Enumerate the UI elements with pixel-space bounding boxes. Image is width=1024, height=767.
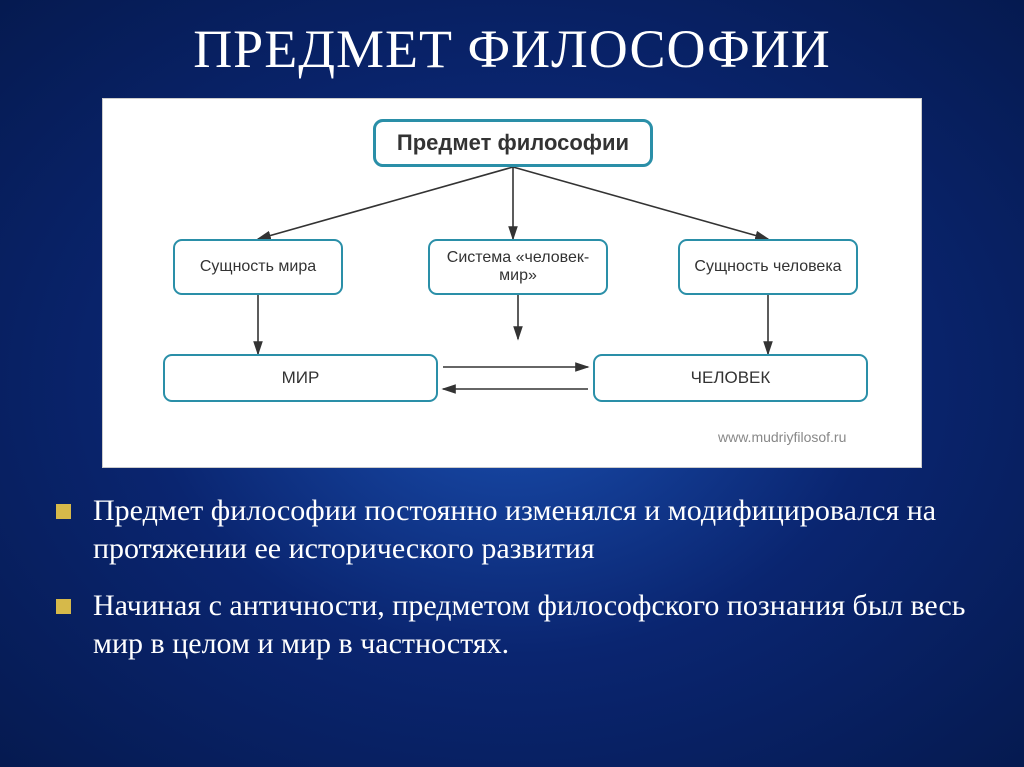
diagram-container: www.mudriyfilosof.ru Предмет философии Су… [102, 98, 922, 468]
bullet-marker-icon [56, 504, 71, 519]
bullet-list: Предмет философии постоянно изменялся и … [56, 492, 968, 664]
bullet-item: Начиная с античности, предметом философс… [56, 587, 968, 664]
watermark: www.mudriyfilosof.ru [718, 429, 846, 445]
node-right: Сущность человека [678, 239, 858, 295]
node-left: Сущность мира [173, 239, 343, 295]
node-root: Предмет философии [373, 119, 653, 167]
bullet-marker-icon [56, 599, 71, 614]
node-world: МИР [163, 354, 438, 402]
node-human: ЧЕЛОВЕК [593, 354, 868, 402]
slide-title: ПРЕДМЕТ ФИЛОСОФИИ [0, 0, 1024, 80]
bullet-text: Предмет философии постоянно изменялся и … [93, 492, 968, 569]
node-mid: Система «человек-мир» [428, 239, 608, 295]
bullet-text: Начиная с античности, предметом философс… [93, 587, 968, 664]
bullet-item: Предмет философии постоянно изменялся и … [56, 492, 968, 569]
